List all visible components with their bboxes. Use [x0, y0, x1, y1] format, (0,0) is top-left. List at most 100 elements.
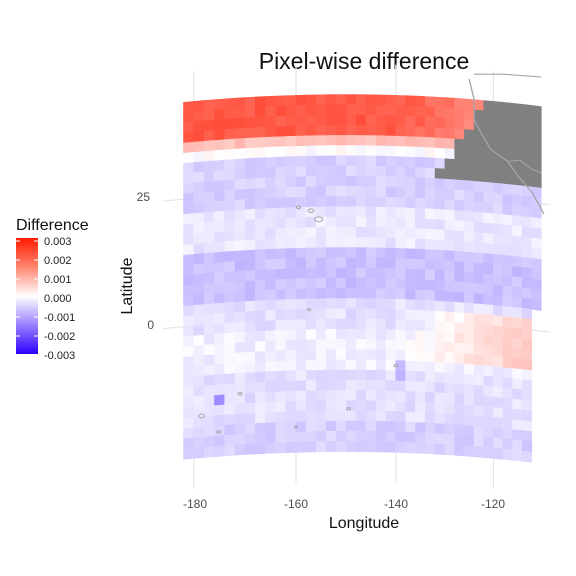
difference-cell [395, 197, 407, 209]
difference-cell [454, 118, 465, 130]
difference-cell [355, 339, 367, 351]
difference-cell [315, 328, 327, 341]
difference-cell [183, 447, 195, 460]
x-tick-label: -160 [284, 497, 308, 511]
difference-cell [275, 115, 287, 128]
difference-cell [415, 228, 426, 240]
difference-cell [183, 356, 195, 368]
difference-cell [244, 208, 256, 221]
difference-cell [214, 312, 225, 325]
difference-cell [405, 197, 416, 209]
difference-cell [203, 344, 215, 356]
difference-cell [365, 267, 377, 279]
difference-cell [193, 446, 205, 459]
difference-cell [415, 136, 426, 148]
difference-cell [415, 197, 426, 210]
tahiti-island [346, 407, 352, 411]
difference-cell [193, 191, 205, 204]
difference-cell [365, 288, 377, 300]
difference-cell [183, 274, 195, 287]
difference-cell [365, 339, 377, 351]
difference-cell [285, 186, 297, 199]
difference-cell [415, 279, 426, 291]
difference-cell [405, 411, 416, 423]
difference-cell [425, 289, 436, 302]
difference-cell [315, 216, 327, 228]
difference-cell [315, 175, 327, 188]
land-cell [483, 100, 494, 112]
difference-cell [355, 114, 367, 126]
land-cell [531, 125, 542, 138]
difference-cell [234, 301, 246, 313]
difference-cell [325, 420, 337, 432]
difference-cell [285, 95, 297, 107]
difference-cell [395, 115, 407, 127]
difference-cell [335, 165, 347, 177]
difference-cell [275, 156, 287, 168]
difference-cell [335, 267, 347, 279]
difference-cell [255, 106, 266, 118]
difference-cell [214, 363, 225, 376]
land-cell [464, 159, 475, 172]
difference-cell [305, 278, 317, 290]
difference-cell [295, 166, 307, 178]
difference-cell [275, 442, 287, 454]
difference-cell [305, 390, 317, 402]
difference-cell [203, 211, 215, 224]
land-cell [502, 142, 513, 155]
difference-cell [464, 373, 475, 386]
difference-cell [315, 349, 327, 361]
land-cell [502, 122, 513, 135]
difference-cell [193, 161, 205, 174]
difference-cell [335, 247, 347, 259]
difference-cell [502, 377, 513, 390]
difference-cell [183, 325, 195, 338]
difference-cell [255, 310, 266, 322]
difference-cell [295, 155, 307, 168]
difference-cell [512, 429, 523, 442]
difference-cell [203, 231, 215, 244]
difference-cell [454, 393, 465, 406]
difference-cell [521, 307, 533, 320]
difference-cell [203, 242, 215, 254]
difference-cell [305, 441, 317, 453]
difference-cell [275, 146, 287, 158]
difference-cell [434, 392, 446, 404]
difference-cell [214, 190, 225, 203]
difference-cell [275, 227, 287, 240]
difference-cell [335, 206, 347, 218]
land-cell [521, 103, 533, 116]
difference-cell [473, 282, 485, 295]
difference-cell [244, 433, 256, 445]
difference-cell [483, 355, 494, 367]
difference-cell [444, 382, 456, 395]
difference-cell [385, 370, 397, 382]
legend-label: -0.001 [44, 312, 75, 324]
difference-cell [345, 308, 357, 320]
difference-cell [434, 270, 446, 282]
difference-cell [355, 369, 367, 381]
difference-cell [464, 108, 475, 121]
difference-cell [405, 340, 416, 352]
difference-cell [375, 298, 387, 310]
difference-cell [335, 216, 347, 228]
difference-cell [375, 196, 387, 208]
difference-cell [325, 114, 337, 126]
difference-cell [415, 218, 426, 230]
difference-cell [214, 384, 225, 396]
difference-cell [355, 175, 367, 187]
difference-cell [454, 250, 465, 263]
difference-cell [325, 165, 337, 177]
difference-cell [214, 231, 225, 243]
difference-cell [493, 356, 504, 368]
difference-cell [295, 298, 307, 310]
difference-cell [385, 400, 397, 412]
difference-cell [285, 350, 297, 362]
difference-cell [473, 425, 485, 438]
difference-cell [425, 330, 436, 343]
difference-cell [531, 227, 542, 240]
difference-cell [305, 227, 317, 239]
difference-cell [375, 165, 387, 178]
land-cell [531, 145, 542, 158]
difference-cell [203, 374, 215, 387]
